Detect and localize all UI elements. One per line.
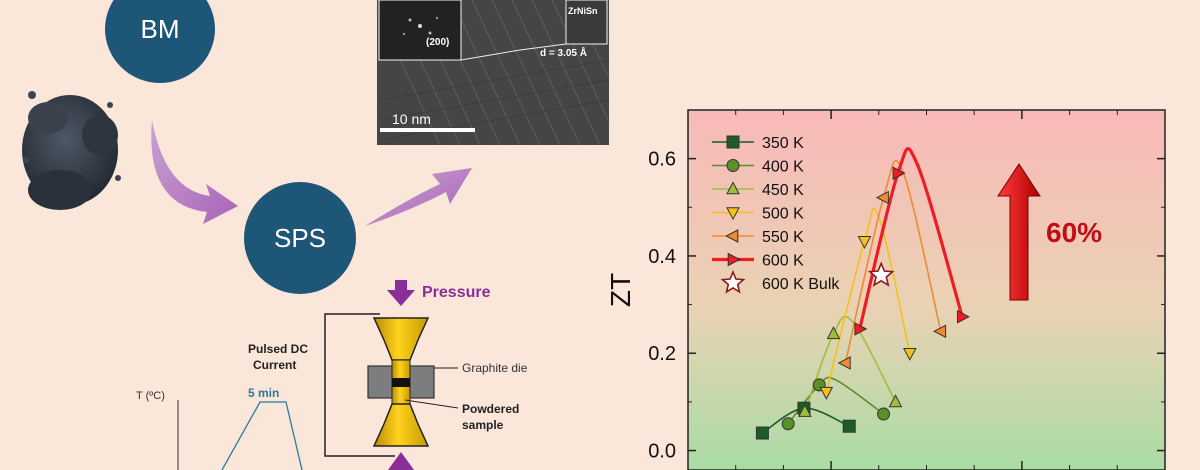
scale-bar [380, 128, 475, 132]
data-point-1 [877, 407, 891, 421]
legend-marker [725, 229, 739, 243]
legend-marker [727, 252, 741, 267]
legend-marker [726, 159, 740, 172]
data-point-2 [888, 394, 903, 408]
pulsed-dc-label: Pulsed DC [248, 342, 308, 356]
process-graphics: (200) ZrNiSn d = 3.05 Å 10 nm Pressure P… [22, 0, 610, 470]
y-tick-label: 0.4 [648, 246, 676, 268]
data-point-5 [956, 309, 970, 324]
data-point-4 [875, 190, 889, 205]
legend-label: 350 K [762, 135, 804, 152]
series-line-4 [844, 159, 942, 364]
improvement-arrow-icon [997, 163, 1041, 301]
tem-image: (200) ZrNiSn d = 3.05 Å 10 nm [376, 0, 610, 146]
series-line-2 [804, 315, 897, 412]
legend-label: 550 K [762, 229, 804, 246]
legend-label: 450 K [762, 182, 804, 199]
hold-time-label: 5 min [248, 386, 279, 400]
powder-pile [22, 91, 121, 210]
data-point-0 [755, 426, 769, 440]
y-tick-label: 0.6 [648, 149, 676, 171]
zt-chart: 0.0 0.2 0.4 0.6 350 K 400 K 450 K 500 K 550 K 60… [605, 109, 1166, 470]
data-point-5 [854, 322, 868, 336]
legend-marker [720, 269, 746, 294]
plot-area [687, 109, 1166, 470]
data-point-1 [781, 417, 795, 431]
curved-arrow-sps-to-tem [365, 168, 472, 226]
legend-marker [726, 135, 740, 149]
legend-label: 500 K [762, 206, 804, 223]
ball-mill-label: BM [140, 13, 180, 44]
legend-label: 600 K [762, 253, 804, 270]
temperature-profile: T (ºC) 5 min [136, 386, 303, 470]
pressure-arrow-icon [387, 280, 415, 306]
sps-press: Pressure Pulsed DC Current Graphite die … [248, 280, 528, 470]
y-tick-label: 0.0 [648, 441, 676, 463]
curved-arrow-bm-to-sps [151, 120, 238, 224]
legend-marker [726, 207, 740, 221]
scale-bar-label: 10 nm [392, 111, 431, 127]
data-point-4 [837, 356, 851, 370]
y-axis-label: ZT [605, 273, 636, 307]
data-point-2 [798, 403, 812, 417]
fft-index-label: (200) [426, 37, 449, 48]
graphite-die-label: Graphite die [462, 361, 528, 375]
legend-label: 400 K [762, 159, 804, 176]
d-spacing-label: d = 3.05 Å [540, 46, 587, 59]
data-point-3 [857, 236, 872, 250]
data-point-2 [826, 326, 841, 340]
temp-axis-label: T (ºC) [136, 390, 165, 402]
sample-label: sample [462, 418, 504, 432]
data-point-4 [933, 324, 947, 339]
pressure-label: Pressure [422, 284, 491, 301]
series-line-5 [858, 147, 964, 330]
sps-label: SPS [273, 222, 327, 253]
legend-label: 600 K Bulk [762, 276, 840, 293]
pressure-arrow-bottom-icon [388, 452, 414, 470]
y-tick-label: 0.2 [648, 343, 676, 365]
series-line-3 [825, 207, 911, 393]
data-point-3 [819, 386, 834, 400]
improvement-annotation: 60% [1046, 217, 1102, 248]
data-point-3 [902, 347, 917, 361]
ball-mill-node: BM [105, 0, 215, 83]
data-point-6 [867, 261, 895, 287]
legend-marker [726, 181, 740, 195]
powdered-sample-label: Powdered [462, 402, 519, 416]
data-point-5 [892, 166, 906, 181]
sps-node: SPS [244, 182, 356, 294]
data-point-0 [842, 419, 856, 433]
phase-label: ZrNiSn [568, 6, 598, 16]
current-label: Current [253, 358, 296, 372]
